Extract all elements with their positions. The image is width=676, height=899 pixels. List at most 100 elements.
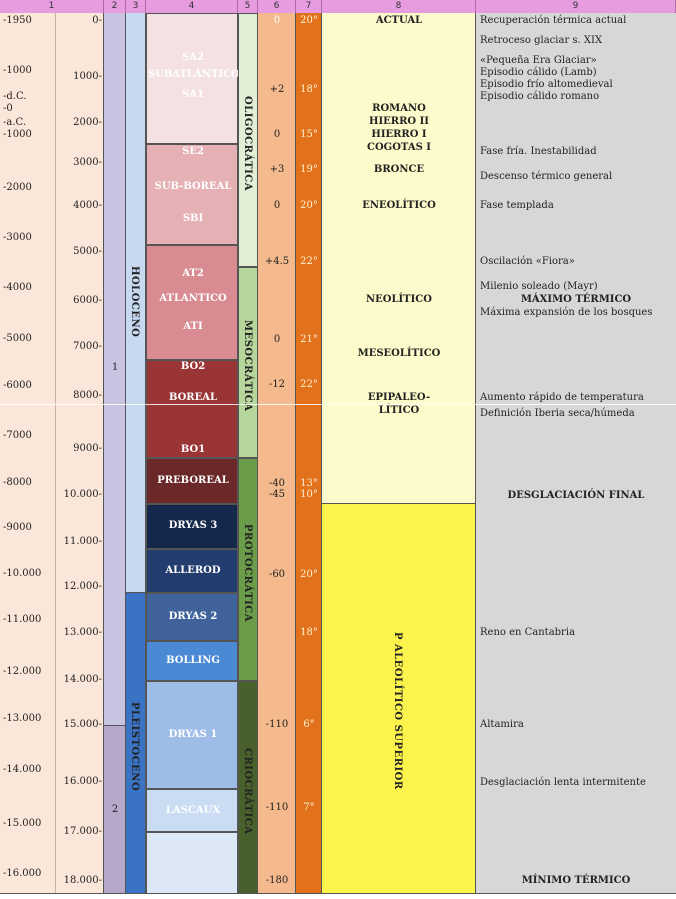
col6-val-10: -60 <box>268 569 286 580</box>
label-hierro1: HIERRO I <box>371 129 427 140</box>
event-descenso: Descenso térmico general <box>480 171 613 182</box>
col3-pleistoceno <box>126 593 146 894</box>
tick-yr-5000: 5000- <box>73 246 102 257</box>
tick-yr-2000: 2000- <box>73 117 102 128</box>
event-altamira: Altamira <box>480 719 524 730</box>
tick-bp-10000: -10.000 <box>3 568 42 579</box>
header-col-2: 2 <box>104 0 126 13</box>
label-allerod: ALLEROD <box>165 565 221 576</box>
label-epipaleo: EPIPALEO- <box>367 392 431 403</box>
label-preboreal: PREBOREAL <box>157 475 229 486</box>
label-sa2: SA2 <box>182 52 204 63</box>
col6-val-3: +3 <box>269 164 285 175</box>
col6-val-5: +4.5 <box>264 256 290 267</box>
event-desglaciacion: DESGLACIACIÓN FINAL <box>507 490 645 501</box>
block-boreal <box>146 360 238 458</box>
block-preboreal <box>146 458 238 504</box>
event-aumento: Aumento rápido de temperatura <box>480 392 644 403</box>
header-col-5: 5 <box>238 0 258 13</box>
col6-val-8: -40 <box>268 478 286 489</box>
event-lamb: Episodio cálido (Lamb) <box>480 67 597 78</box>
col3-holoceno <box>126 13 146 593</box>
tick-yr-10000: 10.000- <box>63 489 102 500</box>
label-at1: ATI <box>183 321 203 332</box>
col6-val-0: 0 <box>273 15 281 26</box>
guide-line <box>0 404 676 405</box>
block-dryas3 <box>146 504 238 549</box>
col7-val-6: 21° <box>300 334 318 345</box>
label-bo2: BO2 <box>180 361 206 372</box>
event-calido: Episodio cálido romano <box>480 91 600 102</box>
col7-val-13: 7° <box>303 802 315 813</box>
tick-dc: -d.C. <box>3 91 27 102</box>
tick-bp-6000: -6000 <box>3 380 32 391</box>
event-maximo: MÁXIMO TÉRMICO <box>520 294 632 305</box>
block-lascaux <box>146 789 238 832</box>
col2-label-2: 2 <box>111 804 119 815</box>
col2-epoch-1 <box>104 13 126 726</box>
col7-val-11: 18° <box>300 627 318 638</box>
tick-ac: -a.C. <box>3 117 26 128</box>
event-bosques: Máxima expansión de los bosques <box>480 307 653 318</box>
col6-val-9: -45 <box>268 489 286 500</box>
header-col-7: 7 <box>296 0 322 13</box>
event-mayr: Milenio soleado (Mayr) <box>480 281 598 292</box>
block-bottom <box>146 832 238 894</box>
tick-bp-7000: -7000 <box>3 430 32 441</box>
col7-val-4: 20° <box>300 200 318 211</box>
header-col-6: 6 <box>258 0 296 13</box>
label-subatlantico: SUBATLÁNTICO <box>148 69 240 80</box>
tick-bp-12000: -12.000 <box>3 666 42 677</box>
label-sb1: SBI <box>182 213 204 224</box>
col6-val-12: -110 <box>265 802 289 813</box>
tick-yr-18000: 18.000- <box>63 875 102 886</box>
label-dryas3: DRYAS 3 <box>168 520 218 531</box>
col9-background <box>476 13 676 894</box>
event-lenta: Desglaciación lenta intermitente <box>480 777 646 788</box>
col6-val-4: 0 <box>273 200 281 211</box>
col7-val-1: 18° <box>300 84 318 95</box>
label-neolitico: NEOLÍTICO <box>366 294 432 305</box>
tick-bp-15000: -15.000 <box>3 818 42 829</box>
label-dryas2: DRYAS 2 <box>168 611 218 622</box>
tick-yr-0: 0- <box>92 15 102 26</box>
tick-bp-3000: -3000 <box>3 232 32 243</box>
tick-bp-4000: -4000 <box>3 282 32 293</box>
tick-yr-16000: 16.000- <box>63 776 102 787</box>
header-col-8: 8 <box>322 0 476 13</box>
header-col-4: 4 <box>146 0 238 13</box>
event-fase-fria: Fase fría. Inestabilidad <box>480 146 597 157</box>
label-subboreal: SUB-BOREAL <box>154 181 232 192</box>
header-col-3: 3 <box>126 0 146 13</box>
criocratica-label: CRIOCRÁTICA <box>242 748 253 835</box>
col7-val-8: 13° <box>300 478 318 489</box>
col7-val-7: 22° <box>300 379 318 390</box>
block-bolling <box>146 641 238 681</box>
tick-yr-3000: 3000- <box>73 157 102 168</box>
col5-oligocratica <box>238 13 258 267</box>
block-subatlantico <box>146 13 238 144</box>
label-bolling: BOLLING <box>166 655 220 666</box>
col7-val-0: 20° <box>300 15 318 26</box>
col5-mesocratica <box>238 267 258 458</box>
label-atlantico: ATLANTICO <box>159 293 227 304</box>
col6-val-13: -180 <box>265 875 289 886</box>
tick-bp-11000: -11.000 <box>3 614 42 625</box>
tick-yr-13000: 13.000- <box>63 627 102 638</box>
label-dryas1: DRYAS 1 <box>168 729 218 740</box>
tick-yr-9000: 9000- <box>73 443 102 454</box>
pleistoceno-label: PLEISTOCENO <box>129 702 140 792</box>
col7-background <box>296 13 322 894</box>
event-frio: Episodio frío altomedieval <box>480 79 613 90</box>
tick-bp-1000b: -1000 <box>3 129 32 140</box>
col7-val-2: 15° <box>300 129 318 140</box>
event-peg: «Pequeña Era Glaciar» <box>480 55 597 66</box>
col6-val-11: -110 <box>265 719 289 730</box>
col2-epoch-2 <box>104 726 126 894</box>
event-rec: Recuperación térmica actual <box>480 15 627 26</box>
tick-bp-14000: -14.000 <box>3 764 42 775</box>
tick-yr-12000: 12.000- <box>63 581 102 592</box>
col8-paleolitico <box>322 504 476 894</box>
tick-yr-11000: 11.000- <box>63 536 102 547</box>
label-eneolitico: ENEOLÍTICO <box>362 200 436 211</box>
